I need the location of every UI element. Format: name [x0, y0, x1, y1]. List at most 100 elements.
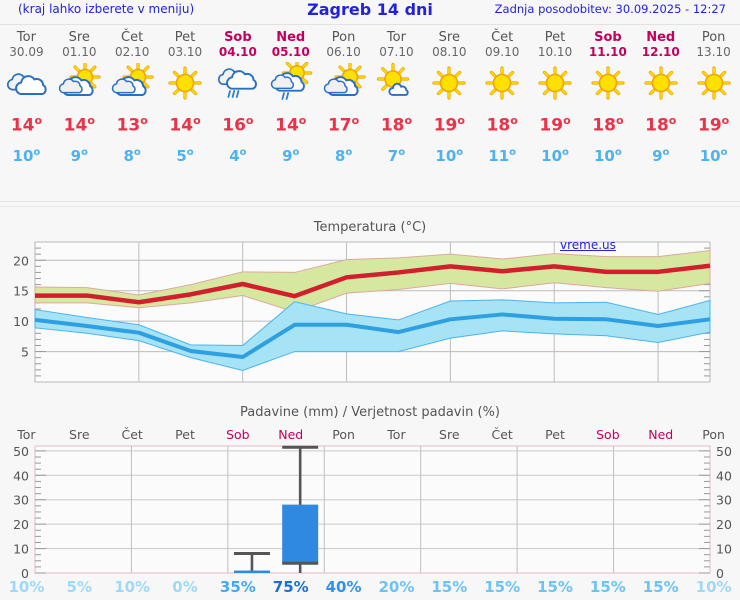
day-column[interactable]: Pet 03.10 14o 5o — [159, 28, 212, 198]
day-name: Tor — [16, 30, 36, 45]
day-column[interactable]: Tor 07.10 18o 7o — [370, 28, 423, 198]
sunny-icon — [535, 62, 575, 104]
day-name: Tor — [386, 30, 406, 45]
day-column[interactable]: Sre 01.10 14o 9o — [53, 28, 106, 198]
sunny-icon — [641, 62, 681, 104]
degree-sign: o — [721, 114, 730, 127]
precip-day-label: Pet — [545, 427, 565, 442]
svg-text:5: 5 — [21, 345, 29, 360]
degree-sign: o — [510, 114, 518, 127]
precip-day-label: Sob — [596, 427, 620, 442]
degree-sign: o — [563, 114, 571, 127]
day-name: Čet — [121, 30, 144, 45]
precip-probability: 10% — [114, 578, 151, 596]
temp-max: 14o — [275, 114, 307, 136]
temp-min: 7o — [387, 146, 406, 165]
precip-day-label: Pet — [175, 427, 195, 442]
precip-probability: 10% — [695, 578, 732, 596]
temp-max: 17o — [327, 114, 360, 136]
day-column[interactable]: Čet 02.10 13o 8o — [106, 28, 159, 198]
temp-max: 16o — [222, 114, 254, 136]
partly-sunny-rain-icon — [269, 62, 313, 104]
precip-day-label: Sre — [439, 427, 460, 442]
degree-sign: o — [509, 146, 517, 158]
degree-sign: o — [668, 114, 677, 127]
svg-text:20: 20 — [13, 517, 29, 532]
temp-min: 10o — [435, 146, 464, 165]
day-column[interactable]: Čet 09.10 18o 11o — [476, 28, 529, 198]
svg-text:50: 50 — [716, 444, 732, 459]
precip-probability: 5% — [66, 578, 93, 596]
degree-sign: o — [298, 114, 307, 127]
daily-forecast-strip: Tor 30.09 14o 10o Sre 01.10 14o 9o Čet 02.10 13… — [0, 28, 740, 198]
sunny-small-cloud-icon — [376, 62, 416, 104]
sunny-icon — [482, 62, 522, 104]
day-date: 11.10 — [588, 45, 627, 59]
temperature-chart-title: Temperatura (°C) — [313, 220, 427, 235]
day-date: 03.10 — [167, 45, 203, 59]
day-date: 01.10 — [62, 45, 97, 59]
temp-max: 19o — [539, 114, 571, 136]
day-column[interactable]: Sob 04.10 16o 4o — [211, 28, 264, 198]
temp-max: 14o — [63, 114, 95, 136]
precipitation-chart: 0 0 10 10 20 20 30 30 40 40 50 50 — [13, 444, 732, 578]
temp-max: 18o — [592, 114, 624, 136]
strip-divider-2 — [0, 206, 740, 207]
precip-day-label: Ned — [278, 427, 304, 442]
sunny-icon — [429, 62, 469, 104]
day-column[interactable]: Ned 12.10 18o 9o — [634, 28, 687, 198]
header-divider — [0, 24, 740, 25]
svg-text:30: 30 — [716, 493, 732, 508]
day-name: Ned — [276, 30, 306, 45]
precip-probability: 75% — [272, 578, 309, 596]
location-hint: (kraj lahko izberete v meniju) — [18, 2, 195, 16]
cloudy-rain-icon — [216, 62, 260, 104]
cloudy-icon — [4, 62, 48, 104]
watermark: vreme.us — [560, 238, 616, 252]
degree-sign: o — [614, 146, 622, 158]
svg-text:20: 20 — [13, 253, 29, 268]
day-column[interactable]: Pet 10.10 19o 10o — [529, 28, 582, 198]
day-column[interactable]: Pon 06.10 17o 8o — [317, 28, 370, 198]
temp-min: 8o — [334, 146, 353, 165]
day-date: 08.10 — [432, 45, 467, 59]
day-name: Sre — [438, 30, 460, 45]
precip-probability: 15% — [642, 578, 679, 596]
precipitation-day-labels: Tor Sre Čet Pet Sob Ned Pon Tor Sre Čet Pet Sob Ned P… — [0, 427, 740, 442]
day-name: Sob — [224, 30, 252, 45]
precip-day-label: Sob — [226, 427, 250, 442]
svg-text:40: 40 — [716, 468, 732, 483]
day-name: Sob — [594, 30, 622, 45]
day-date: 02.10 — [114, 45, 150, 59]
temp-max: 18o — [486, 114, 518, 136]
temp-min: 10o — [12, 146, 41, 165]
temp-min: 10o — [699, 146, 728, 165]
temp-min: 8o — [123, 146, 141, 165]
precip-day-label: Pon — [702, 427, 725, 442]
degree-sign: o — [193, 114, 201, 127]
day-column[interactable]: Sre 08.10 19o 10o — [423, 28, 476, 198]
degree-sign: o — [615, 114, 624, 127]
partly-sunny-icon — [110, 62, 154, 104]
precip-day-label: Tor — [17, 427, 36, 442]
precip-probability: 15% — [589, 578, 626, 596]
degree-sign: o — [87, 114, 95, 127]
precip-probability: 35% — [219, 578, 256, 596]
precip-day-label: Sre — [69, 427, 90, 442]
day-date: 09.10 — [484, 45, 520, 59]
degree-sign: o — [239, 146, 247, 158]
day-column[interactable]: Tor 30.09 14o 10o — [0, 28, 53, 198]
day-name: Pet — [544, 30, 566, 45]
day-column[interactable]: Ned 05.10 14o 9o — [264, 28, 317, 198]
precip-probability: 20% — [378, 578, 415, 596]
partly-sunny-icon — [322, 62, 366, 104]
degree-sign: o — [351, 114, 360, 127]
svg-text:30: 30 — [13, 493, 29, 508]
sunny-icon — [165, 62, 205, 104]
precip-probability: 15% — [431, 578, 468, 596]
precip-day-label: Pon — [332, 427, 355, 442]
degree-sign: o — [562, 146, 569, 158]
day-column[interactable]: Pon 13.10 19o 10o — [687, 28, 740, 198]
day-column[interactable]: Sob 11.10 18o 10o — [581, 28, 634, 198]
svg-text:10: 10 — [13, 542, 29, 557]
